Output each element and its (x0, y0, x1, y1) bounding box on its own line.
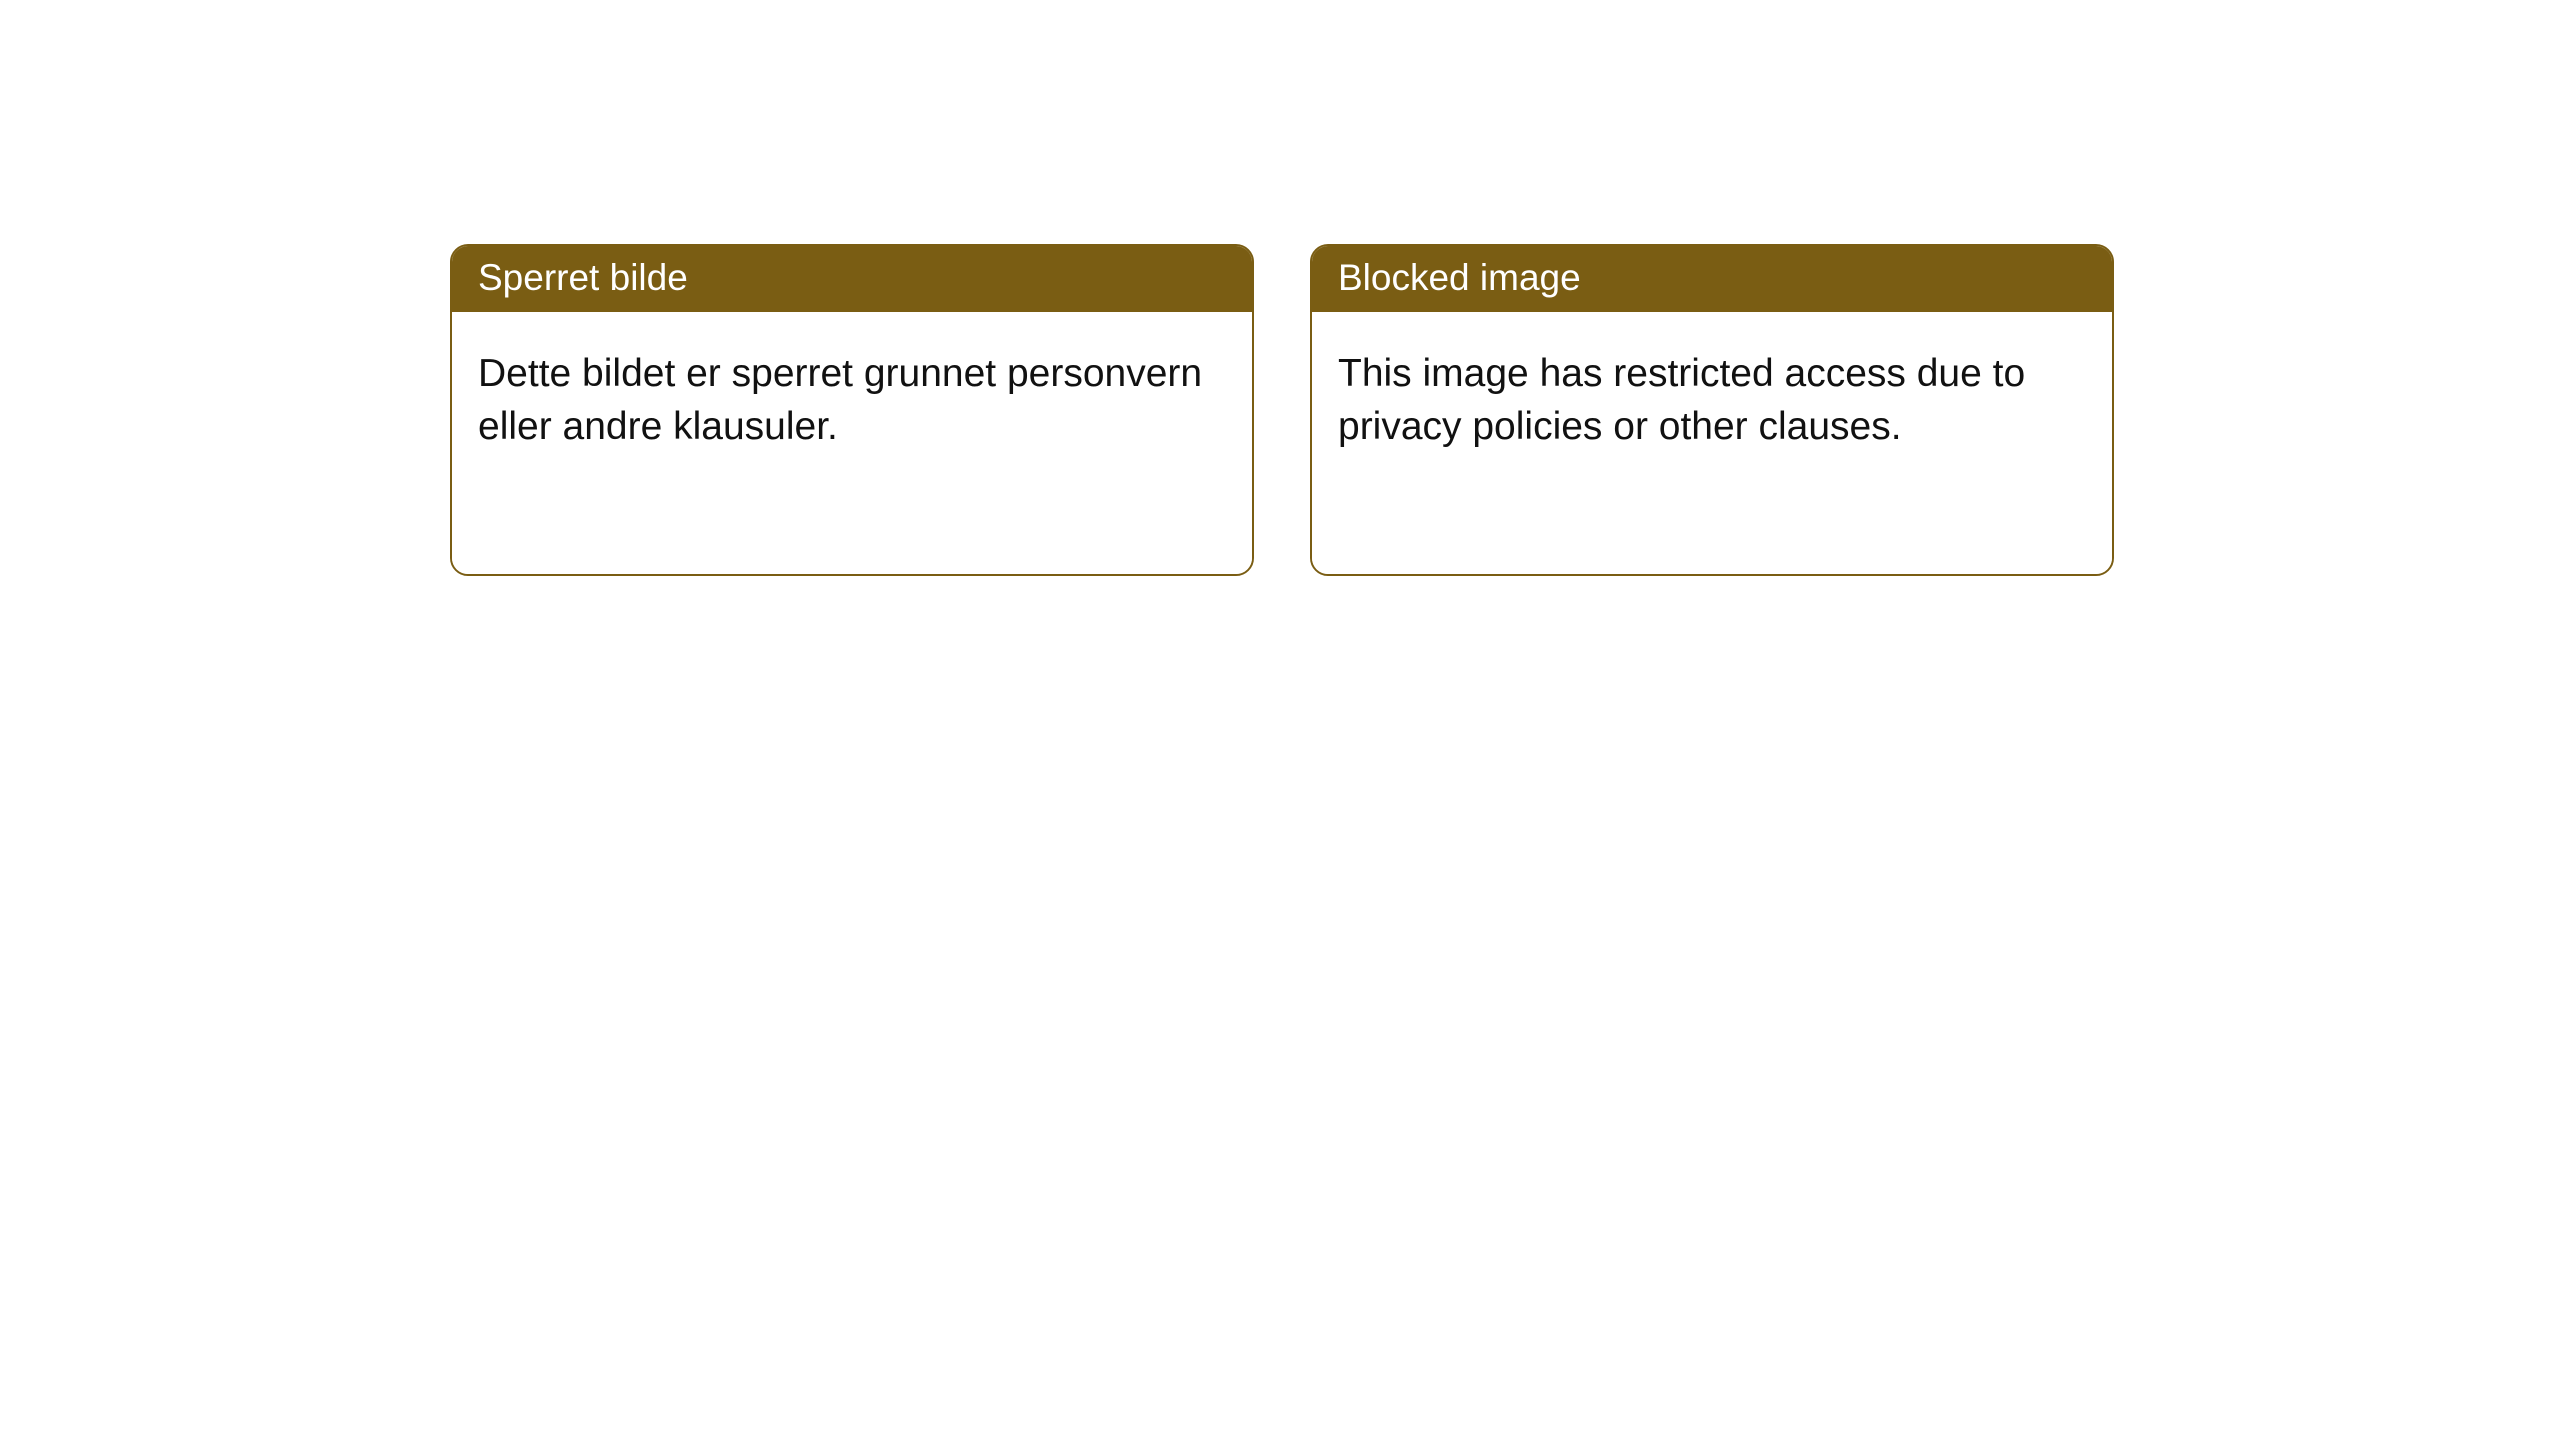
notice-card-english: Blocked image This image has restricted … (1310, 244, 2114, 576)
notice-body-english: This image has restricted access due to … (1312, 312, 2112, 574)
notice-body-norwegian: Dette bildet er sperret grunnet personve… (452, 312, 1252, 574)
notice-card-norwegian: Sperret bilde Dette bildet er sperret gr… (450, 244, 1254, 576)
notice-title-norwegian: Sperret bilde (452, 246, 1252, 312)
notice-container: Sperret bilde Dette bildet er sperret gr… (0, 0, 2560, 576)
notice-title-english: Blocked image (1312, 246, 2112, 312)
